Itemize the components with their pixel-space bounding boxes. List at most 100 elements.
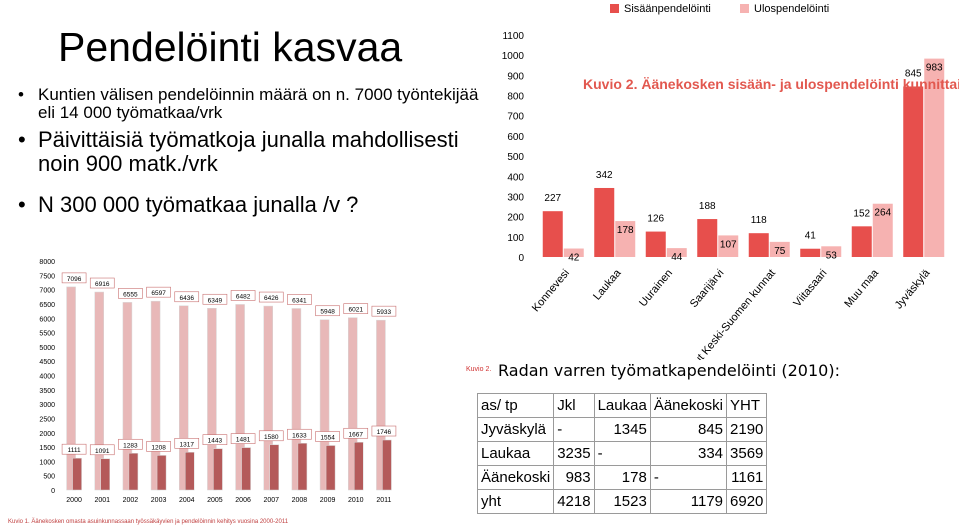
data-label-box bbox=[89, 444, 115, 456]
x-tick-label: 2000 bbox=[66, 497, 82, 504]
y-tick-label: 4500 bbox=[39, 359, 55, 366]
table-cell: - bbox=[649, 465, 728, 490]
x-tick-label: 2009 bbox=[320, 497, 336, 504]
y-tick-label: 700 bbox=[507, 112, 524, 123]
y-tick-label: 900 bbox=[507, 71, 524, 82]
data-label: 1746 bbox=[377, 429, 392, 436]
bar-own-municipality bbox=[207, 308, 217, 491]
commuting-by-municipality-chart: 0 100 200 300 400 500 600 700 800 900 1000 1100 Kuv… bbox=[502, 3, 959, 360]
yearly-commuting-development-chart: 0 500 1000 1500 2000 2500 3000 3500 4000 4500 5000… bbox=[39, 259, 397, 504]
x-tick-label: Muu maa bbox=[842, 267, 881, 311]
y-tick-label: 3500 bbox=[39, 388, 55, 395]
table-cell: Äänekoski bbox=[476, 465, 555, 490]
table-cell: 983 bbox=[553, 465, 595, 490]
bullet-dot-icon: • bbox=[18, 85, 24, 104]
data-label-box bbox=[174, 438, 200, 449]
y-tick-label: 1000 bbox=[39, 459, 55, 466]
x-tick-label: 2010 bbox=[348, 497, 364, 504]
x-tick-label: 2004 bbox=[179, 497, 195, 504]
bar-own-municipality bbox=[235, 304, 245, 491]
data-label: 6436 bbox=[180, 295, 195, 302]
x-tick-label: 2005 bbox=[207, 497, 223, 504]
bar-in bbox=[748, 233, 769, 257]
data-label-box bbox=[371, 425, 397, 437]
table-cell: - bbox=[593, 441, 651, 466]
data-label: 75 bbox=[774, 246, 786, 257]
data-label-box bbox=[202, 293, 228, 305]
bullet-daily-train-trips: • Päivittäisiä työmatkoja junalla mahdol… bbox=[18, 128, 488, 176]
bar-commuting bbox=[297, 443, 308, 491]
y-tick-label: 800 bbox=[507, 92, 524, 103]
data-label: 845 bbox=[905, 68, 922, 79]
table-cell: 845 bbox=[649, 417, 728, 442]
data-label: 6482 bbox=[236, 293, 251, 300]
data-label-box bbox=[258, 430, 284, 442]
y-tick-label: 2500 bbox=[39, 416, 55, 423]
bar-commuting bbox=[156, 455, 167, 491]
table-cell: Jyväskylä bbox=[476, 417, 555, 442]
bar-commuting bbox=[72, 457, 82, 491]
y-tick-label: 6500 bbox=[39, 302, 55, 309]
bar-commuting bbox=[241, 447, 251, 491]
bar-out bbox=[666, 248, 687, 257]
data-label-box bbox=[287, 294, 312, 305]
y-tick-label: 300 bbox=[507, 192, 524, 203]
data-label: 1580 bbox=[264, 434, 279, 441]
bar-out bbox=[821, 246, 842, 257]
data-label: 188 bbox=[699, 201, 716, 212]
chart-caption-text: Kuvio 1. Äänekosken omasta asuinkunnassa… bbox=[8, 519, 289, 525]
x-tick-label: Viitasaari bbox=[791, 267, 829, 309]
data-label: 1208 bbox=[151, 444, 166, 451]
data-label: 1481 bbox=[236, 437, 251, 444]
data-label: 5933 bbox=[377, 309, 392, 316]
y-tick-label: 6000 bbox=[39, 316, 55, 323]
bullet-commuters: • Kuntien välisen pendelöinnin määrä on … bbox=[18, 86, 488, 122]
data-label-box bbox=[146, 441, 171, 452]
y-tick-label: 600 bbox=[507, 132, 524, 143]
data-label: 107 bbox=[720, 239, 737, 250]
y-tick-label: 7500 bbox=[39, 273, 55, 280]
table-cell: 1179 bbox=[649, 489, 728, 514]
data-label: 1443 bbox=[208, 438, 223, 445]
data-label: 53 bbox=[826, 250, 838, 261]
data-label: 6021 bbox=[349, 307, 364, 314]
table-cell: as/ tp bbox=[476, 393, 555, 418]
bar-commuting bbox=[185, 452, 195, 491]
data-label: 126 bbox=[647, 214, 664, 225]
bar-in bbox=[697, 219, 718, 257]
data-label-box bbox=[89, 277, 115, 289]
slide-title: Pendelöinti kasvaa bbox=[58, 24, 403, 70]
table-cell: yht bbox=[476, 489, 555, 514]
x-tick-label: Uurainen bbox=[637, 267, 675, 309]
bar-in bbox=[542, 211, 563, 257]
y-tick-label: 8000 bbox=[39, 259, 55, 266]
data-label: 118 bbox=[751, 215, 767, 226]
bar-in bbox=[851, 226, 872, 257]
data-label: 6341 bbox=[292, 297, 307, 304]
y-tick-label: 1100 bbox=[502, 31, 524, 42]
legend-label: Ulospendelöinti bbox=[754, 3, 829, 15]
x-tick-label: Muut Keski-Suomen kunnat bbox=[682, 267, 778, 360]
data-label: 6349 bbox=[208, 297, 223, 304]
bar-out bbox=[769, 241, 790, 257]
legend-label: Sisäänpendelöinti bbox=[624, 3, 711, 15]
table-row: Äänekoski 983 178-1161 bbox=[476, 465, 768, 490]
data-label: 1283 bbox=[123, 442, 138, 449]
legend-swatch bbox=[740, 4, 749, 13]
bullet-text: N 300 000 työmatkaa junalla /v ? bbox=[38, 192, 359, 217]
data-label: 5948 bbox=[320, 309, 335, 316]
table-figure-label: Kuvio 2. bbox=[466, 366, 492, 373]
x-tick-label: 2001 bbox=[94, 497, 110, 504]
commuting-table: as/ tp Jkl Laukaa Äänekoski YHT Jyväskylä -134… bbox=[476, 393, 768, 514]
bar-commuting bbox=[354, 442, 364, 491]
bar-own-municipality bbox=[291, 308, 302, 491]
bullet-text: Päivittäisiä työmatkoja junalla mahdolli… bbox=[38, 127, 459, 176]
bar-in bbox=[903, 86, 924, 257]
bar-own-municipality bbox=[348, 317, 358, 491]
table-cell: 178 bbox=[593, 465, 651, 490]
data-label: 6555 bbox=[123, 291, 138, 298]
x-tick-label: 2011 bbox=[376, 497, 391, 504]
x-tick-label: 2008 bbox=[292, 497, 308, 504]
table-caption: Radan varren työmatkapendelöinti (2010): bbox=[498, 361, 840, 380]
table-header-row: as/ tp Jkl Laukaa Äänekoski YHT bbox=[476, 393, 768, 418]
